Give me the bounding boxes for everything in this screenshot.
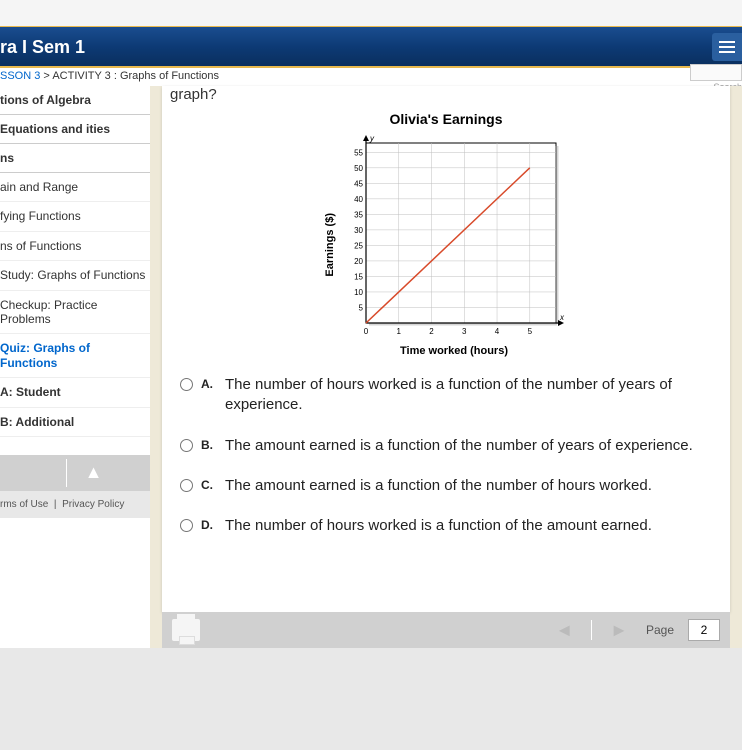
svg-text:4: 4: [495, 327, 500, 336]
svg-text:3: 3: [462, 327, 467, 336]
chart-title: Olivia's Earnings: [389, 111, 502, 127]
main-layout: tions of Algebra Equations and ities ns …: [0, 86, 742, 648]
option-b[interactable]: B. The amount earned is a function of th…: [180, 436, 712, 456]
option-text: The number of hours worked is a function…: [225, 375, 712, 416]
svg-text:y: y: [369, 134, 375, 143]
privacy-link[interactable]: Privacy Policy: [62, 499, 124, 510]
breadcrumb: SSON 3 > ACTIVITY 3 : Graphs of Function…: [0, 68, 742, 86]
option-b-radio[interactable]: [180, 439, 193, 452]
svg-text:5: 5: [528, 327, 533, 336]
svg-text:0: 0: [364, 327, 369, 336]
print-icon[interactable]: [172, 619, 200, 641]
option-letter: B.: [201, 438, 217, 452]
nav-divider: [591, 620, 592, 640]
svg-text:35: 35: [354, 210, 363, 219]
terms-link[interactable]: rms of Use: [0, 499, 48, 510]
svg-text:2: 2: [429, 327, 434, 336]
option-c-radio[interactable]: [180, 479, 193, 492]
svg-text:45: 45: [354, 179, 363, 188]
sidebar-section[interactable]: Equations and ities: [0, 115, 150, 144]
course-title: ra I Sem 1: [0, 37, 85, 66]
breadcrumb-lesson-link[interactable]: SSON 3: [0, 70, 40, 82]
option-d-radio[interactable]: [180, 519, 193, 532]
content-footer: ◄ ► Page: [162, 612, 730, 648]
search-input[interactable]: [690, 64, 742, 81]
svg-text:10: 10: [354, 288, 363, 297]
option-text: The number of hours worked is a function…: [225, 516, 712, 536]
option-d[interactable]: D. The number of hours worked is a funct…: [180, 516, 712, 536]
svg-text:55: 55: [354, 148, 363, 157]
option-a[interactable]: A. The number of hours worked is a funct…: [180, 375, 712, 416]
svg-text:25: 25: [354, 241, 363, 250]
content-area: graph? Olivia's Earnings Earnings ($) y x…: [150, 86, 742, 648]
svg-text:15: 15: [354, 272, 363, 281]
svg-text:x: x: [559, 313, 565, 322]
footer-sep: |: [54, 499, 57, 510]
sidebar-item[interactable]: ain and Range: [0, 173, 150, 202]
line-chart: yx012345510152025303540455055: [340, 133, 568, 341]
option-letter: D.: [201, 518, 217, 532]
prompt-partial: graph?: [170, 86, 712, 103]
sidebar-section[interactable]: ns: [0, 144, 150, 173]
nav-divider: [66, 459, 67, 487]
sidebar-item[interactable]: Study: Graphs of Functions: [0, 261, 150, 290]
sidebar: tions of Algebra Equations and ities ns …: [0, 86, 150, 437]
sidebar-item[interactable]: A: Student: [0, 378, 150, 407]
x-axis-label: Time worked (hours): [400, 345, 508, 357]
svg-text:40: 40: [354, 195, 363, 204]
sidebar-section[interactable]: tions of Algebra: [0, 86, 150, 115]
page-label: Page: [646, 623, 674, 637]
option-text: The amount earned is a function of the n…: [225, 476, 712, 496]
answer-options: A. The number of hours worked is a funct…: [180, 375, 712, 536]
sidebar-item[interactable]: ns of Functions: [0, 232, 150, 261]
option-letter: A.: [201, 377, 217, 391]
question-card: graph? Olivia's Earnings Earnings ($) y x…: [162, 86, 730, 612]
sidebar-item[interactable]: fying Functions: [0, 202, 150, 231]
option-letter: C.: [201, 478, 217, 492]
sidebar-item-active[interactable]: Quiz: Graphs of Functions: [0, 334, 150, 378]
breadcrumb-sep: >: [43, 70, 49, 82]
svg-text:1: 1: [397, 327, 402, 336]
breadcrumb-current: ACTIVITY 3 : Graphs of Functions: [52, 70, 219, 82]
sidebar-nav: ▲: [0, 455, 150, 491]
footer-links: rms of Use | Privacy Policy: [0, 491, 150, 518]
window-chrome: [0, 0, 742, 26]
tree-up-icon[interactable]: ▲: [85, 462, 103, 483]
svg-text:5: 5: [359, 303, 364, 312]
prev-page-icon[interactable]: ◄: [551, 620, 577, 641]
chart-area: Olivia's Earnings Earnings ($) yx0123455…: [180, 111, 712, 357]
svg-text:20: 20: [354, 257, 363, 266]
option-a-radio[interactable]: [180, 378, 193, 391]
svg-text:50: 50: [354, 164, 363, 173]
sidebar-item[interactable]: Checkup: Practice Problems: [0, 291, 150, 335]
svg-text:30: 30: [354, 226, 363, 235]
next-page-icon[interactable]: ►: [606, 620, 632, 641]
sidebar-column: tions of Algebra Equations and ities ns …: [0, 86, 150, 648]
option-c[interactable]: C. The amount earned is a function of th…: [180, 476, 712, 496]
y-axis-label: Earnings ($): [324, 213, 336, 277]
course-header: ra I Sem 1: [0, 26, 742, 68]
page-input[interactable]: [688, 619, 720, 641]
sidebar-item[interactable]: B: Additional: [0, 408, 150, 437]
hamburger-menu-icon[interactable]: [712, 33, 742, 61]
option-text: The amount earned is a function of the n…: [225, 436, 712, 456]
